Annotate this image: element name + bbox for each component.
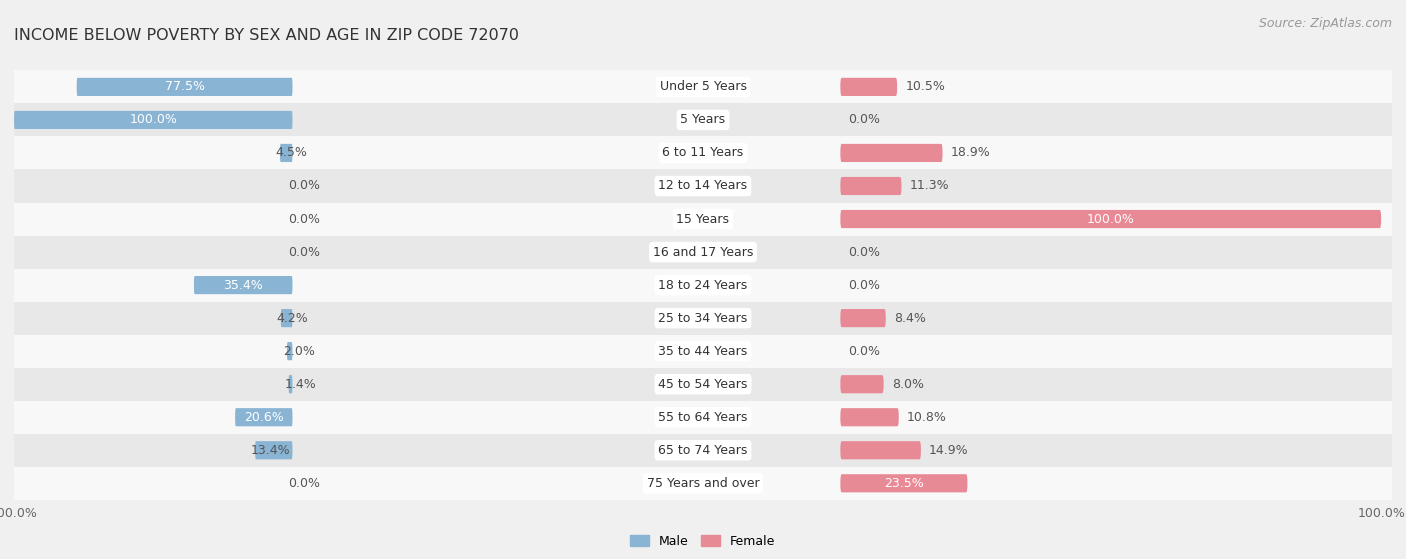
Bar (0, 302, 1406, 335)
Text: 0.0%: 0.0% (288, 212, 321, 225)
Text: 6 to 11 Years: 6 to 11 Years (662, 146, 744, 159)
Bar (0, 103, 1406, 136)
Text: 18.9%: 18.9% (950, 146, 990, 159)
Bar (0, 235, 1406, 268)
FancyBboxPatch shape (288, 375, 292, 394)
Text: 0.0%: 0.0% (848, 113, 880, 126)
Text: 77.5%: 77.5% (165, 80, 205, 93)
Bar (0, 467, 1406, 500)
Text: 10.8%: 10.8% (907, 411, 946, 424)
Bar (0, 103, 1406, 136)
FancyBboxPatch shape (280, 144, 292, 162)
Bar (0, 70, 1406, 103)
Text: 12 to 14 Years: 12 to 14 Years (658, 179, 748, 192)
Bar (0, 401, 1406, 434)
FancyBboxPatch shape (281, 309, 292, 327)
Text: 18 to 24 Years: 18 to 24 Years (658, 278, 748, 292)
Bar (0, 335, 1406, 368)
Text: 35 to 44 Years: 35 to 44 Years (658, 345, 748, 358)
Text: 55 to 64 Years: 55 to 64 Years (658, 411, 748, 424)
Bar (0, 202, 1406, 235)
FancyBboxPatch shape (841, 144, 942, 162)
Text: 45 to 54 Years: 45 to 54 Years (658, 378, 748, 391)
Text: 0.0%: 0.0% (288, 179, 321, 192)
Bar (0, 335, 1406, 368)
Text: 5 Years: 5 Years (681, 113, 725, 126)
Text: 8.0%: 8.0% (891, 378, 924, 391)
FancyBboxPatch shape (841, 441, 921, 459)
FancyBboxPatch shape (841, 309, 886, 327)
Bar (0, 169, 1406, 202)
Text: 4.5%: 4.5% (276, 146, 308, 159)
Bar (0, 368, 1406, 401)
Text: 1.4%: 1.4% (284, 378, 316, 391)
Bar (0, 302, 1406, 335)
FancyBboxPatch shape (841, 210, 1381, 228)
Text: 65 to 74 Years: 65 to 74 Years (658, 444, 748, 457)
FancyBboxPatch shape (77, 78, 292, 96)
FancyBboxPatch shape (841, 408, 898, 427)
Bar (0, 268, 1406, 302)
Text: 0.0%: 0.0% (288, 477, 321, 490)
Bar (0, 268, 1406, 302)
Text: INCOME BELOW POVERTY BY SEX AND AGE IN ZIP CODE 72070: INCOME BELOW POVERTY BY SEX AND AGE IN Z… (14, 28, 519, 43)
Bar (0, 235, 1406, 268)
FancyBboxPatch shape (254, 441, 292, 459)
Text: 11.3%: 11.3% (910, 179, 949, 192)
Bar (0, 202, 1406, 235)
Bar (0, 434, 1406, 467)
FancyBboxPatch shape (841, 177, 901, 195)
Text: 100.0%: 100.0% (129, 113, 177, 126)
Bar (0, 235, 1406, 268)
Text: 100.0%: 100.0% (1087, 212, 1135, 225)
Legend: Male, Female: Male, Female (626, 530, 780, 553)
FancyBboxPatch shape (287, 342, 292, 360)
FancyBboxPatch shape (841, 375, 883, 394)
Text: 35.4%: 35.4% (224, 278, 263, 292)
Bar (0, 70, 1406, 103)
Bar (0, 467, 1406, 500)
FancyBboxPatch shape (235, 408, 292, 427)
Bar (0, 368, 1406, 401)
Bar (0, 103, 1406, 136)
Text: 4.2%: 4.2% (277, 311, 308, 325)
Bar (0, 70, 1406, 103)
Bar (0, 467, 1406, 500)
Text: 20.6%: 20.6% (243, 411, 284, 424)
Bar (0, 136, 1406, 169)
Text: 23.5%: 23.5% (884, 477, 924, 490)
Text: 13.4%: 13.4% (252, 444, 291, 457)
Bar (0, 136, 1406, 169)
Bar (0, 169, 1406, 202)
FancyBboxPatch shape (14, 111, 292, 129)
Text: 0.0%: 0.0% (848, 245, 880, 259)
Bar (0, 434, 1406, 467)
Text: 15 Years: 15 Years (676, 212, 730, 225)
Text: 0.0%: 0.0% (288, 245, 321, 259)
Bar (0, 368, 1406, 401)
Bar (0, 401, 1406, 434)
FancyBboxPatch shape (194, 276, 292, 294)
Text: 2.0%: 2.0% (283, 345, 315, 358)
Text: 16 and 17 Years: 16 and 17 Years (652, 245, 754, 259)
Bar (0, 401, 1406, 434)
Text: 25 to 34 Years: 25 to 34 Years (658, 311, 748, 325)
Bar (0, 434, 1406, 467)
Text: Source: ZipAtlas.com: Source: ZipAtlas.com (1258, 17, 1392, 30)
Text: 0.0%: 0.0% (848, 278, 880, 292)
Bar (0, 202, 1406, 235)
Bar (0, 302, 1406, 335)
Text: Under 5 Years: Under 5 Years (659, 80, 747, 93)
Text: 8.4%: 8.4% (894, 311, 925, 325)
Text: 0.0%: 0.0% (848, 345, 880, 358)
FancyBboxPatch shape (841, 474, 967, 492)
Bar (0, 335, 1406, 368)
FancyBboxPatch shape (841, 78, 897, 96)
Bar (0, 268, 1406, 302)
Text: 75 Years and over: 75 Years and over (647, 477, 759, 490)
Text: 14.9%: 14.9% (929, 444, 969, 457)
Bar (0, 136, 1406, 169)
Bar (0, 169, 1406, 202)
Text: 10.5%: 10.5% (905, 80, 945, 93)
